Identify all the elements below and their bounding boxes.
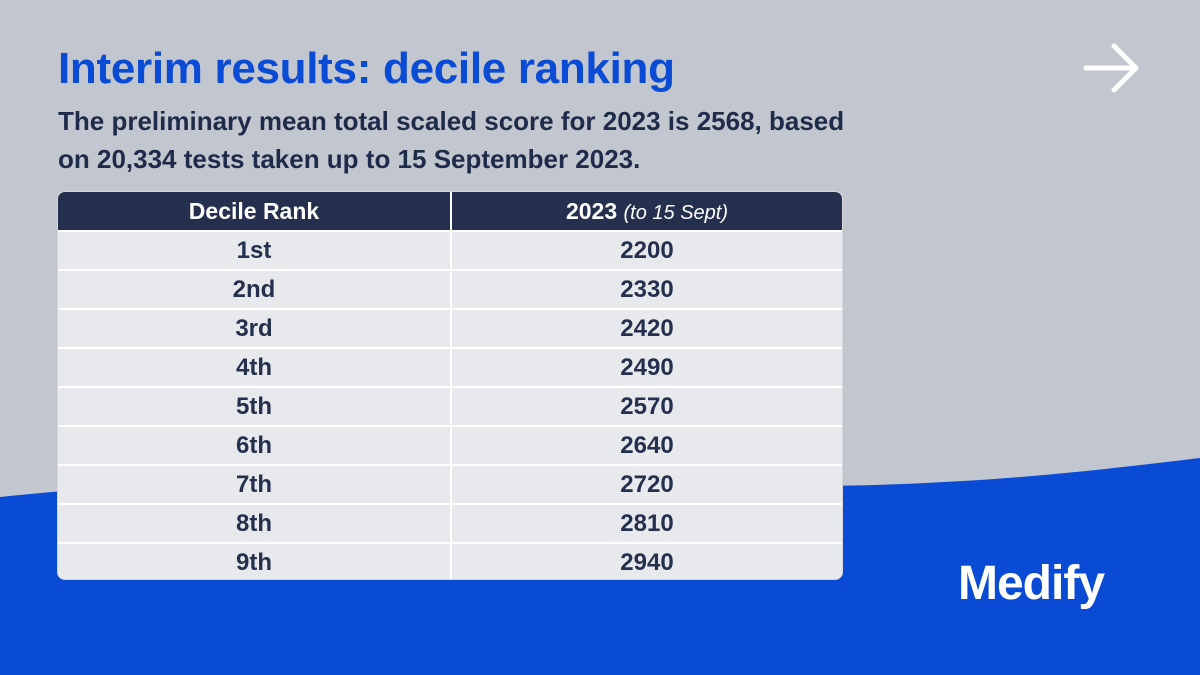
medify-logo: Medify — [958, 557, 1105, 610]
score-cell: 2420 — [451, 308, 842, 348]
score-cell: 2570 — [451, 386, 842, 426]
table-row: 5th 2570 — [58, 386, 842, 426]
table-row: 9th 2940 — [58, 542, 842, 579]
score-cell: 2330 — [451, 269, 842, 309]
decile-table: Decile Rank 2023 (to 15 Sept) 1st 2200 2nd… — [57, 191, 843, 580]
decile-rank-header: Decile Rank — [58, 192, 452, 231]
year-header-sub: (to 15 Sept) — [623, 201, 729, 224]
table-row: 6th 2640 — [58, 425, 842, 465]
year-header: 2023 (to 15 Sept) — [451, 192, 842, 231]
decile-rank-cell: 3rd — [58, 308, 452, 348]
decile-rank-cell: 9th — [58, 542, 452, 579]
table-row: 3rd 2420 — [58, 308, 842, 348]
decile-rank-cell: 5th — [58, 386, 452, 426]
score-cell: 2200 — [451, 230, 842, 270]
score-cell: 2490 — [451, 347, 842, 387]
score-cell: 2810 — [451, 503, 842, 543]
decile-rank-cell: 2nd — [58, 269, 452, 309]
score-cell: 2940 — [451, 542, 842, 579]
table-row: 8th 2810 — [58, 503, 842, 543]
decile-rank-cell: 6th — [58, 425, 452, 465]
table-row: 1st 2200 — [58, 230, 842, 270]
table-row: 7th 2720 — [58, 464, 842, 504]
score-cell: 2720 — [451, 464, 842, 504]
arrow-right-icon[interactable] — [1082, 40, 1142, 96]
table-header-row: Decile Rank 2023 (to 15 Sept) — [58, 192, 842, 231]
decile-rank-cell: 7th — [58, 464, 452, 504]
score-cell: 2640 — [451, 425, 842, 465]
table-row: 2nd 2330 — [58, 269, 842, 309]
decile-rank-cell: 8th — [58, 503, 452, 543]
year-header-main: 2023 — [565, 197, 618, 224]
decile-rank-cell: 1st — [58, 230, 452, 270]
page-title: Interim results: decile ranking — [58, 44, 675, 93]
decile-rank-cell: 4th — [58, 347, 452, 387]
table-row: 4th 2490 — [58, 347, 842, 387]
page-subtitle: The preliminary mean total scaled score … — [58, 106, 845, 174]
